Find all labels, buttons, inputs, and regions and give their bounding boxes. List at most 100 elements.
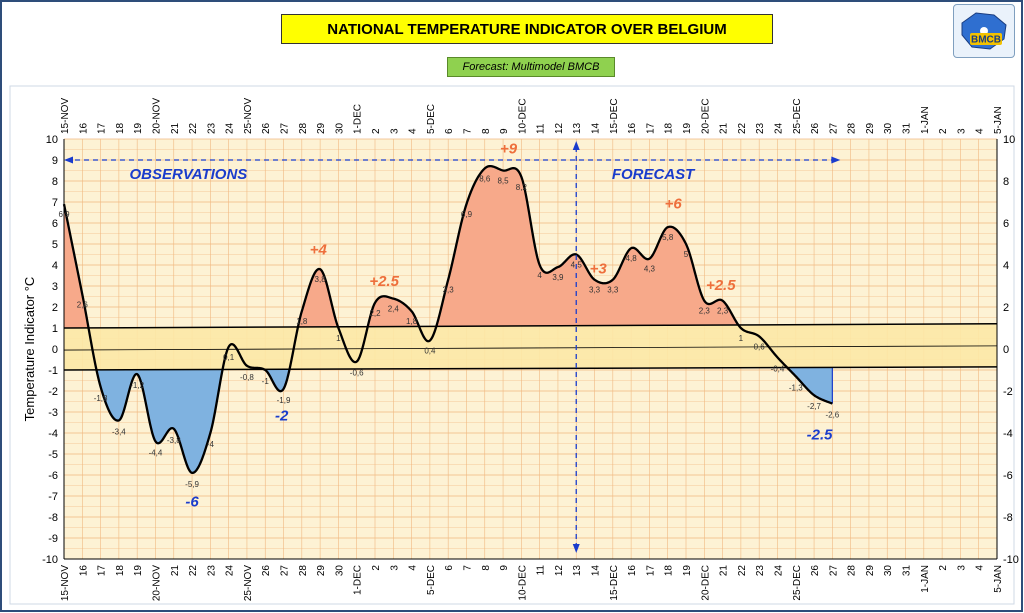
data-label: 0,6 <box>754 342 766 351</box>
data-label: 5 <box>684 250 689 259</box>
y-tick-label: 1 <box>52 323 58 335</box>
y-tick-label: 2 <box>52 302 58 314</box>
x-tick-label-bottom: 7 <box>462 565 473 571</box>
data-label: 2,3 <box>717 307 729 316</box>
normal-band <box>64 323 997 370</box>
x-tick-label-bottom: 9 <box>499 565 510 571</box>
data-label: 4,8 <box>626 254 638 263</box>
x-tick-label-top: 9 <box>499 128 510 134</box>
data-label: 0,1 <box>223 353 235 362</box>
annotation-label: FORECAST <box>612 166 696 183</box>
x-tick-label-bottom: 30 <box>883 565 894 577</box>
x-tick-label-top: 27 <box>280 122 291 134</box>
y-tick-label: -2 <box>48 386 58 398</box>
chart-title: NATIONAL TEMPERATURE INDICATOR OVER BELG… <box>281 14 773 44</box>
x-tick-label-top: 26 <box>261 122 272 134</box>
y-tick-label: 0 <box>52 344 58 356</box>
data-label: -2,7 <box>807 402 821 411</box>
y-tick-label: -4 <box>48 428 58 440</box>
y2-tick-label: 0 <box>1003 344 1009 356</box>
y2-tick-label: -8 <box>1003 512 1013 524</box>
x-tick-label-top: 5-DEC <box>426 104 437 134</box>
x-tick-label-top: 7 <box>462 128 473 134</box>
data-label: 8,6 <box>479 174 491 183</box>
x-tick-label-bottom: 12 <box>554 565 565 577</box>
y2-tick-label: -2 <box>1003 386 1013 398</box>
y-tick-label: 8 <box>52 176 58 188</box>
normal-upper-line <box>63 323 998 329</box>
y2-tick-label: -4 <box>1003 428 1013 440</box>
x-tick-label-bottom: 8 <box>481 565 492 571</box>
x-tick-label-bottom: 4 <box>975 565 986 571</box>
warm-anomaly-area <box>64 166 833 328</box>
x-tick-label-bottom: 13 <box>572 565 583 577</box>
x-tick-label-top: 2 <box>938 128 949 134</box>
x-tick-label-bottom: 14 <box>591 565 602 577</box>
data-label: 2,4 <box>388 305 400 314</box>
x-tick-label-bottom: 18 <box>664 565 675 577</box>
y-tick-label: -8 <box>48 512 58 524</box>
y-tick-label: -10 <box>42 554 58 566</box>
x-tick-label-top: 17 <box>97 122 108 134</box>
data-label: 1 <box>336 334 341 343</box>
data-label: -1,9 <box>277 396 291 405</box>
x-tick-label-bottom: 22 <box>188 565 199 577</box>
x-tick-label-bottom: 11 <box>536 565 547 576</box>
x-tick-label-top: 1-JAN <box>920 106 931 134</box>
data-label: -4 <box>207 440 215 449</box>
annotation-label: OBSERVATIONS <box>130 166 248 183</box>
x-tick-label-top: 16 <box>78 122 89 134</box>
x-tick-label-bottom: 20-DEC <box>700 565 711 601</box>
y-axis-label: Temperature Indicator °C <box>22 277 37 422</box>
x-tick-label-top: 25-DEC <box>792 98 803 134</box>
x-tick-label-bottom: 28 <box>298 565 309 577</box>
data-label: 0,4 <box>424 347 436 356</box>
x-tick-label-top: 4 <box>408 128 419 134</box>
x-tick-label-bottom: 30 <box>334 565 345 577</box>
x-tick-label-top: 10-DEC <box>517 98 528 134</box>
x-tick-label-bottom: 3 <box>389 565 400 571</box>
x-tick-label-top: 3 <box>389 128 400 134</box>
annotation-label: -6 <box>185 494 199 511</box>
data-label: 6,9 <box>461 210 473 219</box>
x-tick-label-top: 23 <box>755 122 766 134</box>
y2-tick-label: 2 <box>1003 302 1009 314</box>
x-tick-label-top: 4 <box>975 128 986 134</box>
x-tick-label-top: 14 <box>591 122 602 134</box>
arrow-head-left <box>64 156 73 164</box>
data-label: 5,8 <box>662 233 674 242</box>
x-tick-label-top: 30 <box>334 122 345 134</box>
x-tick-label-bottom: 24 <box>773 565 784 577</box>
data-label: 2,2 <box>369 309 381 318</box>
normal-lower-line <box>63 366 998 371</box>
x-tick-label-top: 18 <box>664 122 675 134</box>
y-tick-label: 3 <box>52 281 58 293</box>
x-tick-label-bottom: 20-NOV <box>151 565 162 601</box>
x-tick-label-top: 22 <box>737 122 748 134</box>
x-tick-label-bottom: 6 <box>444 565 455 571</box>
annotation-label: +4 <box>310 242 328 259</box>
x-tick-label-bottom: 27 <box>828 565 839 577</box>
x-tick-label-bottom: 29 <box>316 565 327 577</box>
x-tick-label-bottom: 4 <box>408 565 419 571</box>
logo-text: BMCB <box>971 35 1001 46</box>
annotation-label: -2 <box>275 407 289 424</box>
x-tick-label-bottom: 21 <box>170 565 181 577</box>
x-tick-label-bottom: 19 <box>682 565 693 577</box>
y-tick-label: -3 <box>48 407 58 419</box>
data-label: 4 <box>537 271 542 280</box>
x-tick-label-bottom: 17 <box>645 565 656 577</box>
y-tick-label: -5 <box>48 449 58 461</box>
data-label: -1 <box>262 377 270 386</box>
x-tick-label-top: 23 <box>206 122 217 134</box>
x-tick-label-top: 15-DEC <box>609 98 620 134</box>
data-label: 4,3 <box>644 265 656 274</box>
x-tick-label-bottom: 26 <box>810 565 821 577</box>
x-tick-label-bottom: 2 <box>938 565 949 571</box>
x-tick-label-bottom: 16 <box>627 565 638 577</box>
x-tick-label-top: 28 <box>298 122 309 134</box>
y2-tick-label: 6 <box>1003 218 1009 230</box>
x-tick-label-top: 16 <box>627 122 638 134</box>
y-tick-label: -6 <box>48 470 58 482</box>
